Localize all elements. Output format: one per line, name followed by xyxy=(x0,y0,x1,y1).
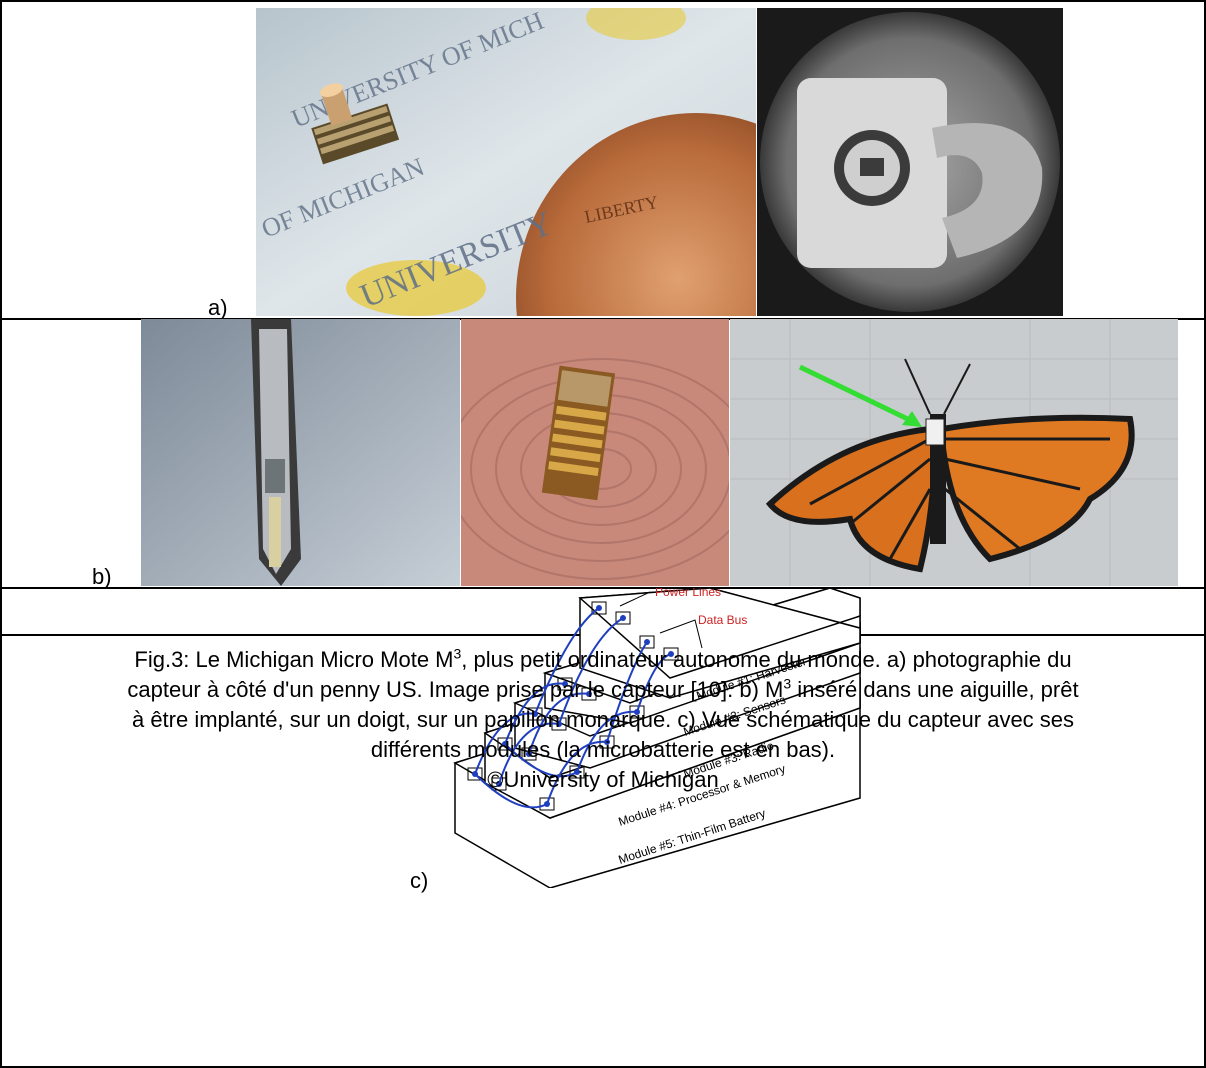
panel-label-a: a) xyxy=(208,295,228,320)
data-bus-label: Data Bus xyxy=(698,613,747,627)
table-border-top xyxy=(0,0,1206,2)
module-stack-diagram: Power Lines Data Bus Module #1: Harveste… xyxy=(440,588,880,888)
table-border-right xyxy=(1204,0,1206,1068)
table-border-bottom xyxy=(0,1066,1206,1068)
table-border-left xyxy=(0,0,2,1068)
figure-caption: Fig.3: Le Michigan Micro Mote M3, plus p… xyxy=(4,645,1202,795)
panel-label-b: b) xyxy=(92,564,112,589)
finger-photo xyxy=(461,319,729,586)
caption-line-3: à être implanté, sur un doigt, sur un pa… xyxy=(131,707,1075,732)
penny-photo: UNIVERSITY OF MICH OF MICHIGAN UNIVERSIT… xyxy=(256,8,756,316)
panel-label-c: c) xyxy=(410,868,429,893)
power-lines-label: Power Lines xyxy=(655,588,721,599)
copyright-line: ©University of Michigan xyxy=(487,767,719,792)
needle-photo xyxy=(141,319,460,586)
sensor-captured-image xyxy=(757,8,1063,316)
caption-line-1: Fig.3: Le Michigan Micro Mote M3, plus p… xyxy=(134,645,1072,672)
caption-line-2: capteur à côté d'un penny US. Image pris… xyxy=(127,675,1079,702)
butterfly-photo xyxy=(730,319,1178,586)
caption-line-4: différents modules (la microbatterie est… xyxy=(370,737,836,762)
row-divider-2 xyxy=(0,587,1206,589)
